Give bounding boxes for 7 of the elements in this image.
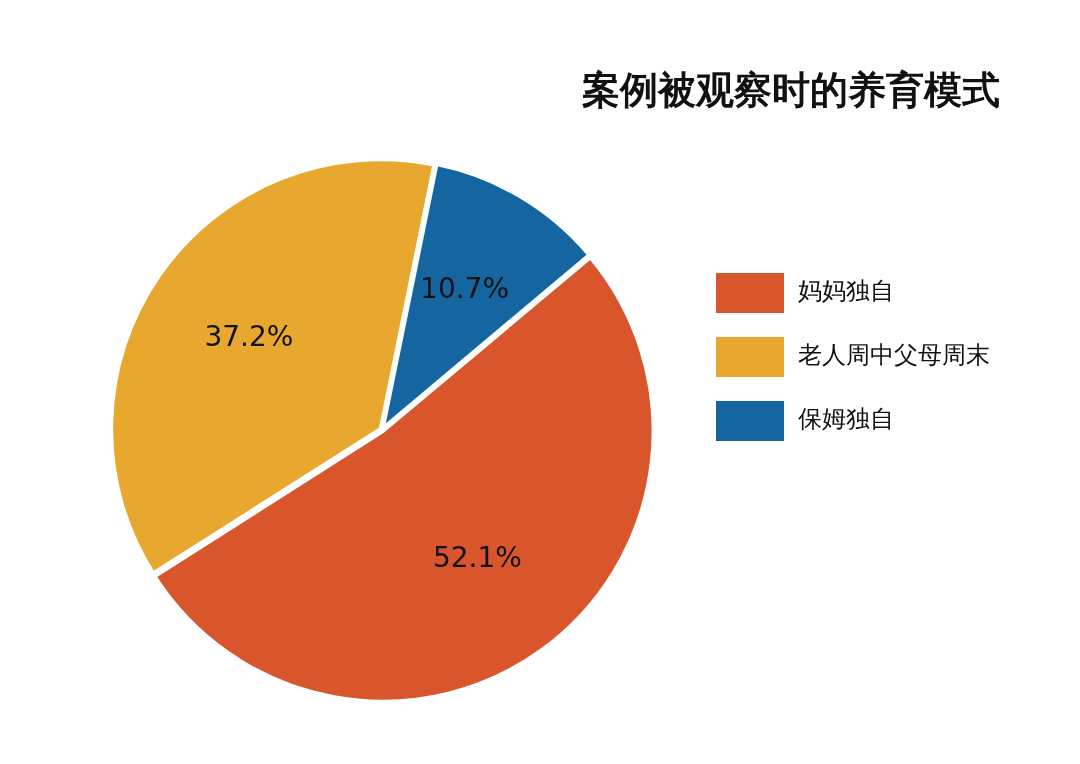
- legend-label: 保姆独自: [798, 405, 894, 434]
- legend-label: 妈妈独自: [798, 277, 894, 306]
- legend-label: 老人周中父母周末: [798, 341, 990, 370]
- chart-title: 案例被观察时的养育模式: [582, 67, 1000, 112]
- data-label: 52.1%: [432, 541, 522, 575]
- data-label: 10.7%: [420, 272, 510, 306]
- data-label: 37.2%: [204, 319, 294, 353]
